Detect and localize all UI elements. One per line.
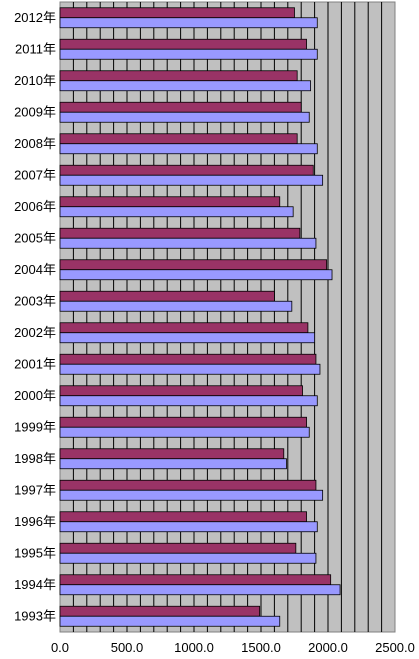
x-tick-labels: 0.0 500.0 1000.0 1500.0 2000.0 2500.0: [51, 640, 415, 655]
bar-series-1: [59, 38, 307, 50]
bar-series-2: [59, 489, 324, 501]
bar-series-1: [59, 385, 303, 397]
category-label: 2011年: [15, 41, 56, 56]
category-label: 2012年: [14, 10, 56, 25]
bar-series-1: [59, 416, 307, 428]
bar-series-2: [59, 17, 318, 29]
bar-series-2: [59, 552, 317, 564]
bar-series-2: [59, 174, 324, 186]
category-label: 2005年: [14, 230, 56, 245]
bar-series-1: [59, 101, 302, 113]
bar-series-1: [59, 133, 298, 145]
x-tick-label: 2000.0: [308, 640, 348, 655]
x-tick-label: 2500.0: [375, 640, 415, 655]
bar-series-2: [59, 269, 333, 281]
bar-series-2: [59, 458, 287, 470]
bar-series-1: [59, 322, 309, 334]
category-label: 2002年: [14, 325, 56, 340]
bar-series-2: [59, 111, 310, 123]
category-label: 1993年: [14, 608, 56, 623]
bar-series-1: [59, 448, 285, 460]
category-label: 2010年: [14, 73, 56, 88]
x-tick-label: 500.0: [111, 640, 144, 655]
category-label: 2007年: [14, 167, 56, 182]
category-label: 1994年: [14, 577, 56, 592]
category-label: 1995年: [14, 545, 56, 560]
bar-series-1: [59, 574, 332, 586]
bar-series-1: [59, 259, 328, 271]
bar-series-1: [59, 542, 297, 554]
bar-series-2: [59, 426, 310, 438]
category-label: 2001年: [14, 356, 56, 371]
bar-series-2: [59, 48, 318, 60]
bar-series-2: [59, 395, 318, 407]
bars: [59, 7, 341, 627]
category-labels: 2012年 2011年 2010年 2009年 2008年 2007年 2006年 2005年…: [14, 10, 56, 624]
bar-series-1: [59, 227, 301, 239]
bar-series-2: [59, 300, 293, 312]
category-label: 2000年: [14, 388, 56, 403]
x-tick-label: 1500.0: [241, 640, 281, 655]
plot-area: [59, 1, 396, 633]
bar-series-1: [59, 164, 314, 176]
bar-series-2: [59, 80, 311, 92]
category-label: 2006年: [14, 199, 56, 214]
bar-series-2: [59, 332, 316, 344]
category-label: 1999年: [14, 419, 56, 434]
bar-series-1: [59, 70, 298, 82]
category-label: 1997年: [14, 482, 56, 497]
bar-series-2: [59, 363, 321, 375]
bar-series-2: [59, 143, 318, 155]
bar-series-2: [59, 584, 341, 596]
x-tick-label: 0.0: [51, 640, 69, 655]
category-label: 1998年: [14, 451, 56, 466]
x-tick-label: 1000.0: [174, 640, 214, 655]
category-label: 2009年: [14, 104, 56, 119]
bar-series-1: [59, 605, 261, 617]
bar-series-1: [59, 479, 317, 491]
bar-series-2: [59, 237, 317, 249]
category-label: 2004年: [14, 262, 56, 277]
bar-series-2: [59, 206, 294, 218]
bar-series-1: [59, 511, 307, 523]
category-label: 2008年: [14, 136, 56, 151]
bar-series-2: [59, 615, 281, 627]
bar-series-2: [59, 521, 318, 533]
bar-series-1: [59, 7, 295, 19]
bar-series-1: [59, 353, 317, 365]
category-label: 2003年: [14, 293, 56, 308]
bar-series-1: [59, 196, 281, 208]
bar-series-1: [59, 290, 275, 302]
category-label: 1996年: [14, 514, 56, 529]
